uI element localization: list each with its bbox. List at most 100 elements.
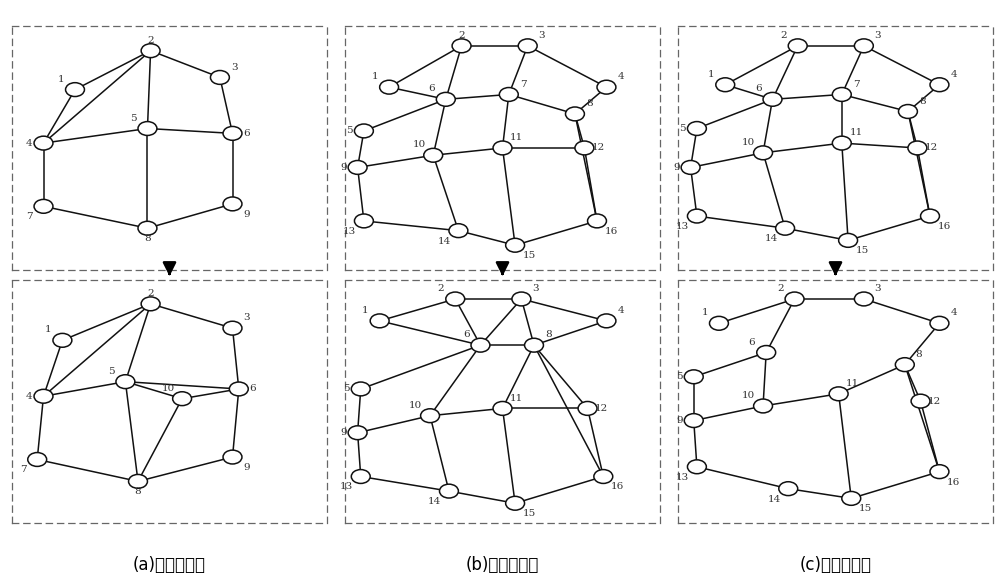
Ellipse shape xyxy=(141,297,160,311)
Text: 4: 4 xyxy=(950,308,957,318)
Text: 3: 3 xyxy=(875,31,881,40)
Text: 15: 15 xyxy=(523,251,536,260)
Text: 9: 9 xyxy=(676,416,683,425)
Ellipse shape xyxy=(493,141,512,155)
Text: 2: 2 xyxy=(458,31,465,40)
Ellipse shape xyxy=(525,338,543,352)
Text: (b)　合并处理: (b) 合并处理 xyxy=(466,556,539,574)
Ellipse shape xyxy=(832,87,851,101)
Text: 7: 7 xyxy=(20,465,26,475)
Text: 6: 6 xyxy=(428,84,435,93)
Ellipse shape xyxy=(440,484,458,498)
Ellipse shape xyxy=(499,87,518,101)
Ellipse shape xyxy=(223,127,242,140)
Text: 4: 4 xyxy=(950,70,957,79)
Ellipse shape xyxy=(597,80,616,94)
Ellipse shape xyxy=(687,209,706,223)
Text: 3: 3 xyxy=(231,63,237,71)
Ellipse shape xyxy=(908,141,927,155)
Ellipse shape xyxy=(776,222,795,235)
Ellipse shape xyxy=(173,392,192,406)
Text: 9: 9 xyxy=(243,463,250,472)
Text: 12: 12 xyxy=(928,397,941,406)
Text: 11: 11 xyxy=(510,133,523,142)
Text: 13: 13 xyxy=(676,222,689,231)
Ellipse shape xyxy=(424,148,443,162)
Ellipse shape xyxy=(681,161,700,175)
Ellipse shape xyxy=(370,314,389,328)
Ellipse shape xyxy=(354,124,373,138)
Text: 8: 8 xyxy=(144,234,151,243)
Ellipse shape xyxy=(757,346,776,359)
Text: 10: 10 xyxy=(742,391,756,400)
Ellipse shape xyxy=(471,338,490,352)
Text: 6: 6 xyxy=(250,384,256,393)
Text: 13: 13 xyxy=(676,473,689,482)
Text: 3: 3 xyxy=(532,284,539,293)
Text: 9: 9 xyxy=(243,210,250,219)
Ellipse shape xyxy=(921,209,939,223)
Ellipse shape xyxy=(829,387,848,401)
Text: 12: 12 xyxy=(595,404,608,413)
Text: 2: 2 xyxy=(438,284,444,293)
Ellipse shape xyxy=(763,93,782,106)
Ellipse shape xyxy=(449,224,468,237)
Text: 8: 8 xyxy=(916,350,922,359)
Ellipse shape xyxy=(506,239,525,252)
Ellipse shape xyxy=(716,78,735,91)
Text: 11: 11 xyxy=(849,128,863,137)
Ellipse shape xyxy=(594,469,613,483)
Ellipse shape xyxy=(348,161,367,175)
Ellipse shape xyxy=(229,382,248,396)
Ellipse shape xyxy=(421,409,439,423)
Text: 10: 10 xyxy=(742,138,756,147)
Ellipse shape xyxy=(141,44,160,57)
Ellipse shape xyxy=(687,460,706,473)
Ellipse shape xyxy=(34,389,53,403)
Ellipse shape xyxy=(930,316,949,331)
Text: 5: 5 xyxy=(346,127,353,135)
Ellipse shape xyxy=(588,214,606,228)
Text: 5: 5 xyxy=(108,367,115,376)
Ellipse shape xyxy=(788,39,807,53)
Text: 4: 4 xyxy=(617,72,624,81)
Text: 1: 1 xyxy=(58,74,64,84)
Ellipse shape xyxy=(575,141,594,155)
Ellipse shape xyxy=(138,222,157,235)
Ellipse shape xyxy=(518,39,537,53)
Ellipse shape xyxy=(898,104,917,118)
Text: 1: 1 xyxy=(45,325,52,335)
Ellipse shape xyxy=(684,370,703,384)
Text: 13: 13 xyxy=(340,482,353,492)
Text: 8: 8 xyxy=(545,331,551,339)
Text: 1: 1 xyxy=(708,70,714,79)
Ellipse shape xyxy=(34,199,53,213)
Text: 15: 15 xyxy=(523,509,536,518)
Ellipse shape xyxy=(351,382,370,396)
Ellipse shape xyxy=(930,465,949,479)
Text: 5: 5 xyxy=(343,384,350,393)
Text: 8: 8 xyxy=(919,97,925,105)
Ellipse shape xyxy=(911,394,930,408)
Text: 1: 1 xyxy=(372,72,378,81)
Text: 6: 6 xyxy=(463,331,470,339)
Ellipse shape xyxy=(223,450,242,464)
Text: 7: 7 xyxy=(26,212,33,222)
Text: 16: 16 xyxy=(611,482,624,492)
Text: 3: 3 xyxy=(539,31,545,40)
Text: 16: 16 xyxy=(605,227,618,236)
Ellipse shape xyxy=(754,146,773,160)
Ellipse shape xyxy=(53,333,72,347)
Text: 16: 16 xyxy=(947,478,960,486)
Text: 15: 15 xyxy=(859,505,872,513)
Ellipse shape xyxy=(842,492,861,505)
Text: 10: 10 xyxy=(412,141,426,149)
Ellipse shape xyxy=(129,475,147,488)
Ellipse shape xyxy=(351,469,370,483)
Text: 16: 16 xyxy=(938,222,951,231)
Ellipse shape xyxy=(930,78,949,91)
Ellipse shape xyxy=(452,39,471,53)
Ellipse shape xyxy=(354,214,373,228)
Text: 6: 6 xyxy=(755,84,762,93)
Ellipse shape xyxy=(832,136,851,150)
